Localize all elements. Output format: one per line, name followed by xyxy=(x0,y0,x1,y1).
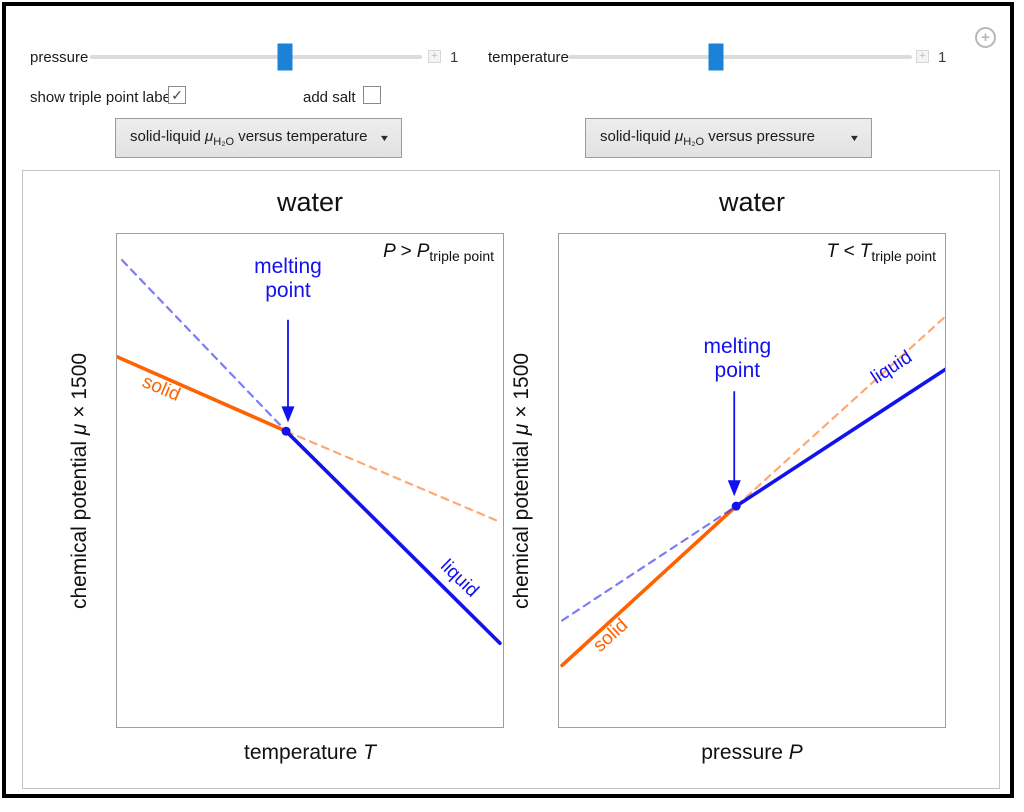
right-chart-y-axis-label: chemical potential μ × 1500 xyxy=(510,352,534,609)
plot-panel: water chemical potential μ × 1500 P > Pt… xyxy=(22,170,1000,789)
right-chart-title: water xyxy=(718,187,786,217)
pressure-slider-label: pressure xyxy=(30,49,89,66)
left-chart-y-axis-label: chemical potential μ × 1500 xyxy=(68,352,92,609)
melting-point-label: melting point xyxy=(703,335,772,382)
show-triple-point-labels-label: show triple point labels xyxy=(30,89,182,106)
left-chart-annotation: P > Ptriple point xyxy=(383,241,494,265)
left-plot-selector-value: solid-liquid μH₂O versus temperature xyxy=(130,128,368,148)
add-salt-label: add salt xyxy=(303,89,356,106)
right-chart-x-axis-label: pressure P xyxy=(701,741,803,764)
temperature-slider-thumb[interactable] xyxy=(708,43,724,71)
left-chart-plot-area: P > Ptriple point melting point solid li… xyxy=(116,233,504,728)
right-plot-selector-dropdown[interactable]: solid-liquid μH₂O versus pressure ▼ xyxy=(585,118,872,158)
temperature-slider-label: temperature xyxy=(488,49,569,66)
right-plot-selector-value: solid-liquid μH₂O versus pressure xyxy=(600,128,815,148)
right-chart-lines xyxy=(560,315,945,668)
right-chart-plot-area: T < Ttriple point melting point solid li… xyxy=(558,233,946,728)
right-chart-annotation: T < Ttriple point xyxy=(826,241,936,265)
dropdown-arrow-icon: ▼ xyxy=(378,133,391,143)
left-chart-x-axis-label: temperature T xyxy=(244,741,376,764)
temperature-slider-value: 1 xyxy=(938,49,947,66)
left-plot-selector-dropdown[interactable]: solid-liquid μH₂O versus temperature ▼ xyxy=(115,118,402,158)
add-salt-checkbox[interactable] xyxy=(363,86,381,104)
show-triple-point-labels-checkbox[interactable]: ✓ xyxy=(168,86,186,104)
pressure-slider-track[interactable] xyxy=(90,43,422,71)
dropdown-arrow-icon: ▼ xyxy=(848,133,861,143)
manipulate-menu-icon[interactable]: + xyxy=(975,27,996,48)
pressure-slider-expand-icon[interactable]: + xyxy=(428,50,441,63)
temperature-slider-track[interactable] xyxy=(568,43,912,71)
melting-point-label: melting point xyxy=(254,255,322,302)
pressure-slider-value: 1 xyxy=(450,49,459,66)
pressure-slider-thumb[interactable] xyxy=(277,43,293,71)
left-chart-title: water xyxy=(276,187,344,217)
temperature-slider-expand-icon[interactable]: + xyxy=(916,50,929,63)
left-chart-lines xyxy=(117,259,502,645)
